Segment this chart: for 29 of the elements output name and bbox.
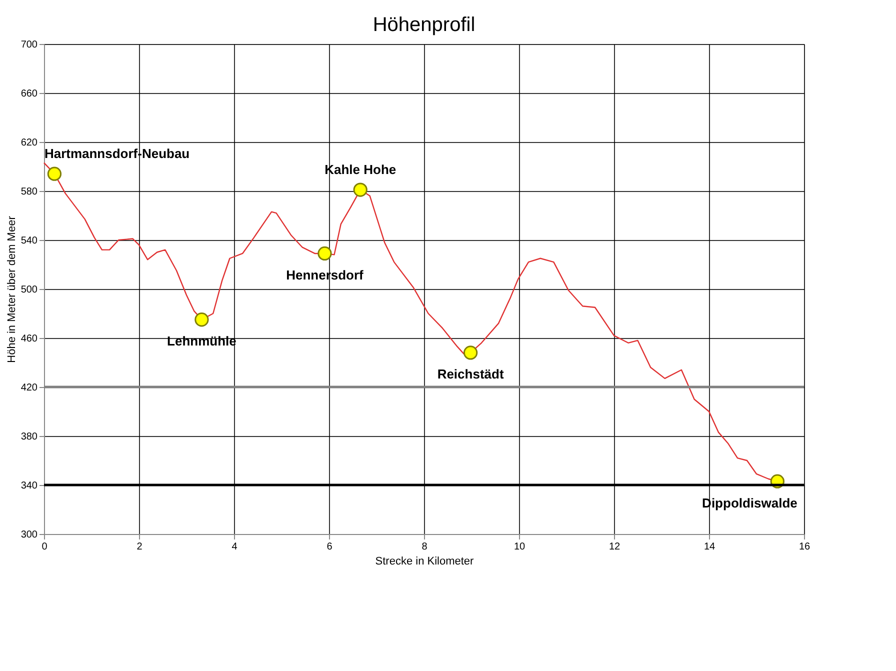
- point: [47, 166, 62, 181]
- x-tick-label: 8: [422, 542, 428, 552]
- annotation: Reichstädt: [437, 366, 504, 382]
- chart-title: Höhenprofil: [372, 14, 476, 36]
- x-tick-label: 10: [514, 542, 526, 552]
- x-tick-label: 16: [798, 542, 810, 552]
- x-tick-label: 2: [136, 542, 143, 552]
- y-tick-label: 340: [20, 480, 38, 492]
- point: [194, 312, 209, 327]
- x-tick-label: 14: [704, 542, 716, 552]
- x-tick-label: 6: [326, 542, 333, 552]
- y-tick-label: 500: [20, 284, 38, 296]
- x-tick-label: 4: [232, 542, 238, 552]
- y-tick-label: 460: [20, 334, 38, 344]
- y-tick-label: 620: [20, 138, 38, 148]
- x-axis-title: Strecke in Kilometer: [375, 556, 474, 568]
- y-tick-label: 580: [20, 186, 38, 198]
- y-tick-label: 420: [20, 382, 38, 394]
- point: [353, 182, 368, 197]
- y-tick-label: 660: [20, 88, 38, 100]
- y-tick-label: 540: [20, 236, 38, 246]
- y-tick-label: 300: [20, 530, 38, 540]
- y-tick-label: 380: [20, 432, 38, 442]
- x-tick-label: 0: [42, 542, 48, 552]
- point: [463, 346, 478, 360]
- y-axis-title: Höhe in Meter über dem Meer: [6, 216, 18, 363]
- x-tick-label: 12: [608, 542, 620, 552]
- point: [318, 246, 332, 261]
- y-tick-label: 700: [20, 40, 38, 50]
